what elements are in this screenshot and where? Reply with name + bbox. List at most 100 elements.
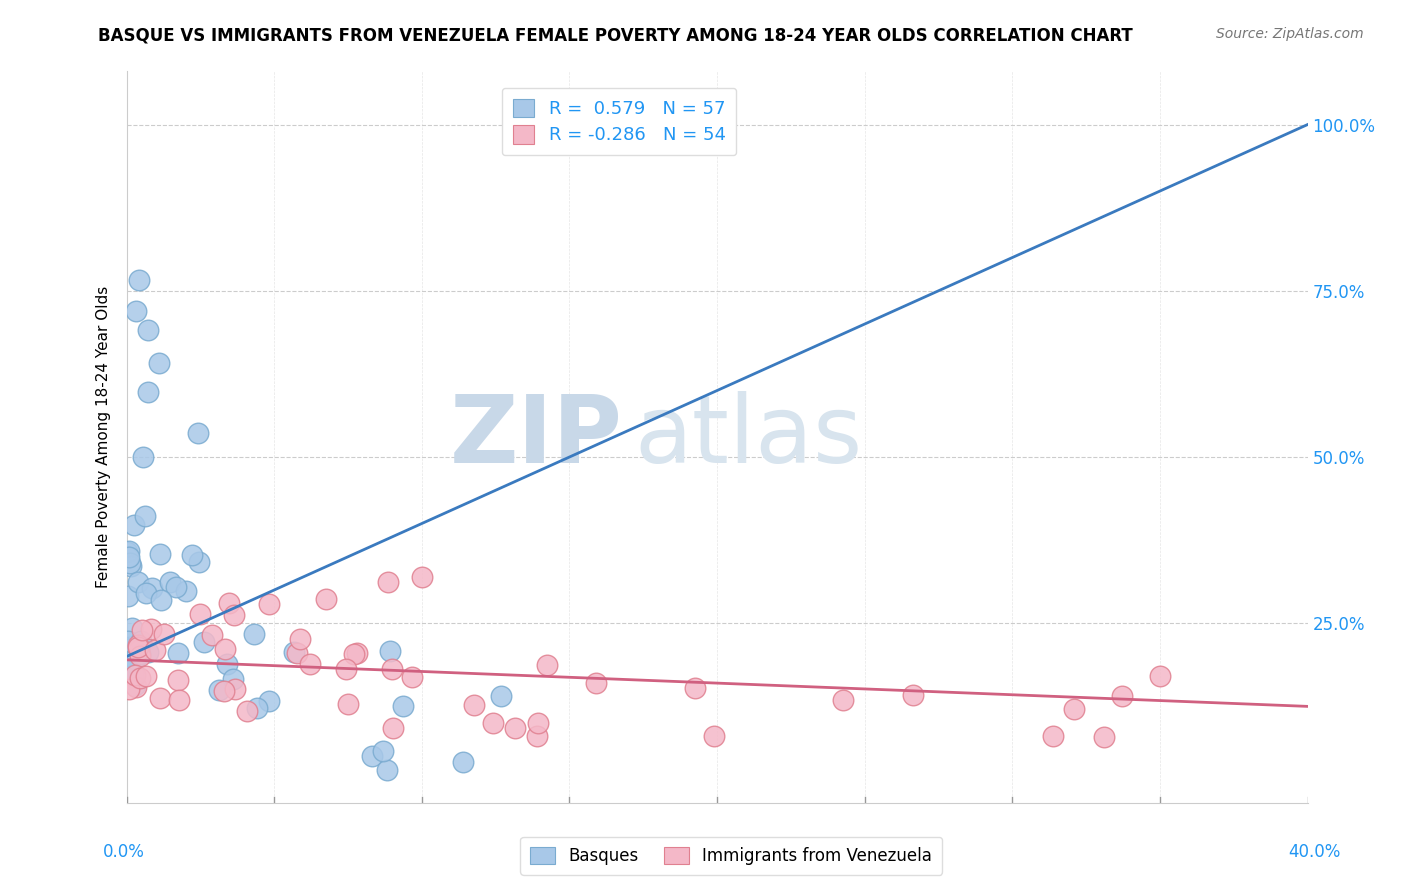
Point: [236, 704, 259, 718]
Legend: R =  0.579   N = 57, R = -0.286   N = 54: R = 0.579 N = 57, R = -0.286 N = 54: [502, 87, 737, 155]
Point: [411, 570, 433, 584]
Point: [135, 669, 157, 683]
Text: BASQUE VS IMMIGRANTS FROM VENEZUELA FEMALE POVERTY AMONG 18-24 YEAR OLDS CORRELA: BASQUE VS IMMIGRANTS FROM VENEZUELA FEMA…: [98, 27, 1133, 45]
Text: 40.0%: 40.0%: [1288, 843, 1341, 861]
Point: [527, 716, 550, 731]
Point: [214, 642, 236, 657]
Point: [127, 640, 149, 654]
Point: [120, 559, 142, 574]
Point: [337, 697, 360, 711]
Text: 0.0%: 0.0%: [103, 843, 145, 861]
Point: [118, 660, 141, 674]
Point: [1092, 730, 1115, 744]
Point: [128, 647, 150, 661]
Point: [141, 582, 163, 596]
Point: [482, 716, 505, 731]
Point: [1111, 690, 1133, 704]
Point: [221, 672, 243, 686]
Text: Source: ZipAtlas.com: Source: ZipAtlas.com: [1216, 27, 1364, 41]
Point: [526, 729, 548, 743]
Point: [222, 607, 245, 622]
Point: [127, 574, 149, 589]
Point: [218, 596, 240, 610]
Point: [901, 688, 924, 702]
Point: [257, 694, 280, 708]
Point: [343, 647, 366, 661]
Point: [135, 586, 157, 600]
Point: [165, 580, 187, 594]
Point: [145, 643, 167, 657]
Y-axis label: Female Poverty Among 18-24 Year Olds: Female Poverty Among 18-24 Year Olds: [96, 286, 111, 588]
Point: [118, 543, 141, 558]
Point: [451, 756, 474, 770]
Point: [169, 693, 191, 707]
Point: [285, 646, 308, 660]
Point: [136, 644, 159, 658]
Point: [149, 547, 172, 561]
Point: [193, 635, 215, 649]
Point: [118, 549, 141, 564]
Text: atlas: atlas: [634, 391, 863, 483]
Point: [299, 657, 322, 671]
Point: [1063, 702, 1085, 716]
Point: [685, 681, 707, 695]
Point: [180, 549, 202, 563]
Point: [148, 356, 170, 370]
Point: [117, 662, 139, 676]
Point: [361, 749, 384, 764]
Point: [290, 632, 312, 646]
Point: [122, 646, 145, 660]
Point: [121, 621, 143, 635]
Point: [127, 638, 149, 652]
Point: [136, 323, 159, 337]
Point: [128, 671, 150, 685]
Point: [115, 545, 138, 559]
Point: [703, 729, 725, 743]
Point: [832, 693, 855, 707]
Point: [124, 652, 146, 666]
Point: [1149, 669, 1171, 683]
Point: [136, 385, 159, 400]
Point: [401, 669, 423, 683]
Point: [1042, 729, 1064, 743]
Point: [132, 450, 155, 465]
Text: ZIP: ZIP: [450, 391, 623, 483]
Point: [188, 607, 211, 622]
Point: [246, 701, 269, 715]
Point: [131, 623, 153, 637]
Point: [117, 633, 139, 648]
Point: [217, 657, 239, 672]
Point: [141, 622, 163, 636]
Point: [125, 304, 148, 318]
Point: [121, 639, 143, 653]
Point: [167, 646, 190, 660]
Point: [166, 673, 188, 688]
Legend: Basques, Immigrants from Venezuela: Basques, Immigrants from Venezuela: [520, 837, 942, 875]
Point: [150, 592, 173, 607]
Point: [346, 646, 368, 660]
Point: [124, 667, 146, 681]
Point: [381, 722, 404, 736]
Point: [124, 678, 146, 692]
Point: [536, 657, 558, 672]
Point: [125, 680, 148, 694]
Point: [212, 683, 235, 698]
Point: [128, 273, 150, 287]
Point: [315, 591, 337, 606]
Point: [224, 681, 246, 696]
Point: [378, 644, 401, 658]
Point: [122, 518, 145, 533]
Point: [381, 662, 404, 676]
Point: [335, 662, 357, 676]
Point: [257, 597, 280, 611]
Point: [176, 583, 198, 598]
Point: [128, 648, 150, 663]
Point: [243, 626, 266, 640]
Point: [375, 763, 398, 777]
Point: [283, 645, 305, 659]
Point: [149, 690, 172, 705]
Point: [159, 574, 181, 589]
Point: [122, 651, 145, 665]
Point: [120, 556, 142, 570]
Point: [121, 666, 143, 681]
